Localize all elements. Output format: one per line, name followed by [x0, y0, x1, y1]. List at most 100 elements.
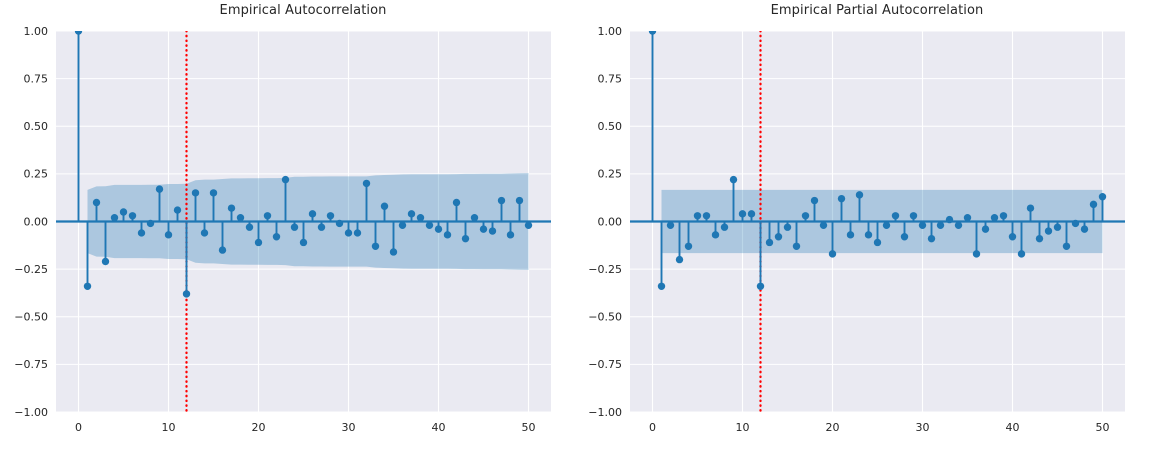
stems — [77, 31, 530, 294]
marker-dot-lag-21 — [263, 212, 272, 220]
marker-dot-lag-13 — [765, 238, 774, 247]
y-tick-label: 1.00 — [24, 25, 49, 38]
marker-dot-lag-4 — [684, 242, 693, 250]
y-tick-label: 0.50 — [24, 120, 49, 133]
y-tick-label: −0.75 — [588, 358, 622, 371]
marker-dot-lag-16 — [218, 246, 227, 254]
marker-dot-lag-38 — [416, 213, 425, 222]
marker-dot-lag-36 — [398, 221, 407, 230]
marker-dot-lag-6 — [128, 212, 137, 220]
marker-dot-lag-28 — [900, 233, 909, 241]
marker-dot-lag-43 — [461, 234, 470, 243]
marker-dot-lag-15 — [783, 223, 792, 231]
marker-dot-lag-18 — [236, 213, 245, 222]
marker-dot-lag-33 — [945, 215, 954, 224]
marker-dot-lag-40 — [434, 225, 443, 233]
marker-dot-lag-15 — [209, 189, 218, 197]
y-tick-label: 0.50 — [598, 120, 623, 133]
marker-dot-lag-42 — [452, 198, 461, 207]
x-tick-label: 20 — [826, 421, 840, 434]
y-tick-label: −1.00 — [14, 406, 48, 419]
markers — [74, 31, 533, 298]
marker-dot-lag-16 — [792, 242, 801, 250]
marker-dot-lag-40 — [1008, 233, 1017, 241]
marker-dot-lag-32 — [936, 221, 945, 230]
x-tick-label: 40 — [1006, 421, 1020, 434]
marker-dot-lag-23 — [281, 175, 290, 184]
marker-dot-lag-34 — [380, 202, 389, 210]
x-tick-label: 10 — [736, 421, 750, 434]
marker-dot-lag-45 — [479, 225, 488, 233]
marker-dot-lag-22 — [846, 231, 855, 239]
x-tick-label: 50 — [522, 421, 536, 434]
marker-dot-lag-0 — [74, 31, 83, 35]
marker-dot-lag-6 — [702, 212, 711, 220]
marker-dot-lag-24 — [864, 231, 873, 239]
marker-dot-lag-35 — [389, 248, 398, 256]
marker-dot-lag-26 — [308, 210, 317, 218]
y-tick-label: −0.50 — [14, 311, 48, 324]
marker-dot-lag-31 — [927, 234, 936, 243]
marker-dot-lag-10 — [738, 210, 747, 218]
marker-dot-lag-22 — [272, 233, 281, 241]
x-tick-label: 30 — [342, 421, 356, 434]
marker-dot-lag-47 — [1071, 219, 1080, 228]
marker-dot-lag-50 — [1098, 193, 1107, 201]
marker-dot-lag-3 — [101, 257, 110, 266]
y-tick-label: 0.00 — [24, 215, 49, 228]
markers — [648, 31, 1107, 290]
marker-dot-lag-2 — [666, 221, 675, 230]
y-tick-label: 0.75 — [598, 72, 623, 85]
chart-title-acf: Empirical Autocorrelation — [219, 3, 387, 18]
y-tick-label: 0.75 — [24, 72, 49, 85]
marker-dot-lag-10 — [164, 231, 173, 239]
x-tick-label: 50 — [1096, 421, 1110, 434]
marker-dot-lag-39 — [425, 221, 434, 230]
marker-dot-lag-17 — [801, 212, 810, 220]
marker-dot-lag-14 — [200, 229, 209, 237]
marker-dot-lag-44 — [1044, 227, 1053, 235]
marker-dot-lag-21 — [837, 194, 846, 203]
x-tick-label: 10 — [162, 421, 176, 434]
marker-dot-lag-27 — [317, 223, 326, 231]
marker-dot-lag-1 — [657, 282, 666, 290]
y-tick-label: 0.25 — [598, 168, 623, 181]
marker-dot-lag-48 — [1080, 225, 1089, 233]
marker-dot-lag-19 — [245, 223, 254, 231]
marker-dot-lag-39 — [999, 212, 1008, 220]
marker-dot-lag-49 — [1089, 200, 1098, 209]
marker-dot-lag-19 — [819, 221, 828, 230]
marker-dot-lag-17 — [227, 204, 236, 212]
marker-dot-lag-9 — [729, 175, 738, 184]
marker-dot-lag-24 — [290, 223, 299, 231]
marker-dot-lag-32 — [362, 179, 371, 188]
marker-dot-lag-46 — [1062, 242, 1071, 250]
x-tick-label: 0 — [75, 421, 82, 434]
marker-dot-lag-30 — [344, 229, 353, 237]
chart-panel-0: 1.00 0.75 0.50 0.25 0.00 −0.25 −0.50 −0.75 −1.00… — [14, 25, 551, 434]
marker-dot-lag-47 — [497, 196, 506, 205]
marker-dot-lag-30 — [918, 221, 927, 230]
marker-dot-lag-13 — [191, 189, 200, 197]
marker-dot-lag-48 — [506, 231, 515, 239]
marker-dot-lag-0 — [648, 31, 657, 35]
marker-dot-lag-43 — [1035, 234, 1044, 243]
marker-dot-lag-9 — [155, 185, 164, 193]
marker-dot-lag-45 — [1053, 223, 1062, 231]
x-tick-label: 30 — [916, 421, 930, 434]
marker-dot-lag-23 — [855, 191, 864, 199]
marker-dot-lag-7 — [711, 231, 720, 239]
y-tick-label: 0.25 — [24, 168, 49, 181]
marker-dot-lag-31 — [353, 229, 362, 237]
marker-dot-lag-42 — [1026, 204, 1035, 212]
marker-dot-lag-44 — [470, 213, 479, 222]
data-layer — [56, 31, 551, 412]
marker-dot-lag-3 — [675, 255, 684, 264]
y-tick-label: −0.25 — [14, 263, 48, 276]
marker-dot-lag-29 — [909, 212, 918, 220]
y-tick-label: −0.25 — [588, 263, 622, 276]
marker-dot-lag-29 — [335, 219, 344, 228]
marker-dot-lag-1 — [83, 282, 92, 290]
